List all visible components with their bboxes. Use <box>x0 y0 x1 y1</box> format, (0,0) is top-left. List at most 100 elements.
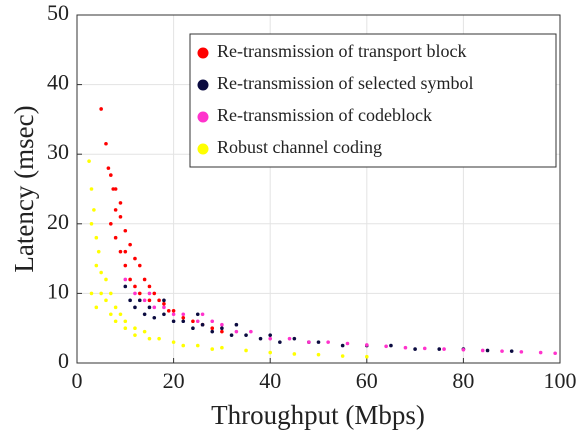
x-tick-label: 80 <box>452 368 474 393</box>
point <box>162 298 166 303</box>
point <box>147 284 152 289</box>
point <box>389 343 393 348</box>
point <box>437 347 442 351</box>
y-tick-label: 50 <box>47 0 69 25</box>
point <box>210 326 215 331</box>
point <box>133 305 137 310</box>
point <box>123 263 128 268</box>
point <box>191 319 195 324</box>
point <box>133 256 137 261</box>
point <box>123 228 128 233</box>
point <box>234 329 239 334</box>
point <box>94 235 99 240</box>
legend-marker <box>197 111 209 123</box>
point <box>87 159 91 163</box>
y-tick-label: 10 <box>47 278 69 303</box>
point <box>162 312 166 317</box>
point <box>210 329 215 334</box>
point <box>104 277 108 282</box>
point <box>171 340 176 344</box>
y-tick-label: 20 <box>47 209 69 234</box>
point <box>157 336 161 341</box>
point <box>147 298 152 303</box>
legend-marker <box>197 143 209 155</box>
point <box>104 141 108 146</box>
point <box>316 352 321 357</box>
point <box>553 351 557 356</box>
point <box>128 298 132 303</box>
plot-frame <box>76 14 561 364</box>
point <box>142 277 147 282</box>
point <box>157 298 161 303</box>
point <box>113 305 118 310</box>
point <box>500 349 504 353</box>
point <box>137 263 142 268</box>
point <box>109 291 113 296</box>
x-tick-label: 40 <box>259 368 281 393</box>
point <box>142 298 147 303</box>
point <box>123 249 128 254</box>
point <box>109 173 113 177</box>
y-axis-label: Latency (msec) <box>9 105 39 272</box>
point <box>191 326 195 331</box>
legend-marker <box>197 79 209 91</box>
point <box>195 343 200 348</box>
point <box>89 222 94 226</box>
point <box>171 319 176 324</box>
legend-label: Re-transmission of transport block <box>217 41 466 61</box>
point <box>133 284 137 289</box>
point <box>365 354 369 359</box>
point <box>99 270 103 275</box>
point <box>422 346 427 351</box>
point <box>133 333 137 337</box>
point <box>181 315 186 320</box>
point <box>485 348 490 353</box>
point <box>162 305 166 310</box>
point <box>152 305 157 310</box>
point <box>118 201 123 205</box>
point <box>123 326 128 331</box>
y-tick-label: 40 <box>47 70 69 95</box>
point <box>152 291 157 296</box>
point <box>166 309 171 313</box>
legend-label: Robust channel coding <box>217 137 382 157</box>
point <box>519 350 524 354</box>
point <box>118 249 123 254</box>
point <box>292 352 297 356</box>
legend-label: Re-transmission of codeblock <box>217 105 432 125</box>
point <box>403 345 408 350</box>
point <box>287 336 292 341</box>
point <box>210 347 215 351</box>
point <box>244 333 248 337</box>
point <box>133 326 137 331</box>
point <box>171 312 176 317</box>
point <box>113 187 118 191</box>
x-tick-label: 60 <box>356 368 378 393</box>
point <box>340 343 345 348</box>
point <box>147 291 152 296</box>
point <box>147 336 152 341</box>
point <box>118 215 123 219</box>
point <box>326 340 330 344</box>
point <box>94 263 99 268</box>
point <box>142 312 147 317</box>
point <box>104 298 108 303</box>
point <box>118 312 123 317</box>
legend-box <box>189 33 557 168</box>
point <box>162 302 166 306</box>
point <box>142 329 147 334</box>
y-tick-label: 30 <box>47 139 69 164</box>
point <box>220 329 224 334</box>
point <box>113 235 118 240</box>
x-tick-label: 100 <box>544 368 577 393</box>
point <box>89 291 94 296</box>
point <box>268 333 273 337</box>
point <box>220 322 224 327</box>
point <box>147 305 152 310</box>
x-tick-label: 20 <box>163 368 185 393</box>
point <box>99 107 103 111</box>
point <box>137 298 142 303</box>
point <box>99 291 103 296</box>
point <box>442 347 446 351</box>
